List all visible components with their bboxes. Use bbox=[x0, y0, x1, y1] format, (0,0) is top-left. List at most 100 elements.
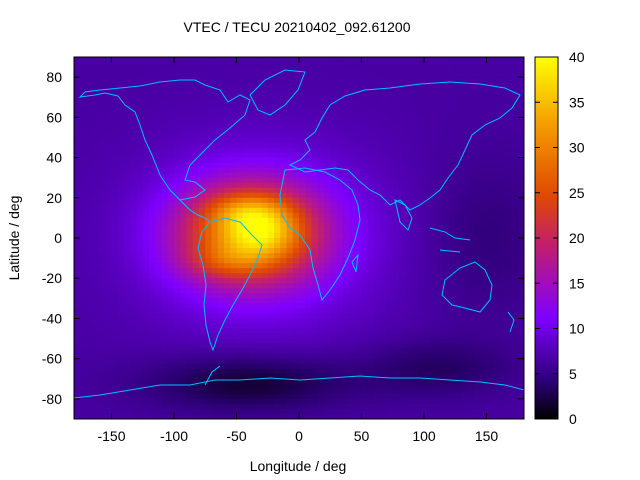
heatmap-cell bbox=[111, 137, 119, 144]
heatmap-cell bbox=[405, 92, 413, 98]
heatmap-cell bbox=[142, 147, 150, 154]
heatmap-cell bbox=[449, 137, 456, 144]
heatmap-cell bbox=[442, 82, 450, 88]
heatmap-cell bbox=[267, 192, 275, 199]
heatmap-cell bbox=[480, 227, 488, 234]
heatmap-cell bbox=[511, 222, 519, 229]
heatmap-cell bbox=[499, 313, 506, 320]
heatmap-cell bbox=[455, 82, 463, 88]
heatmap-cell bbox=[430, 363, 438, 370]
heatmap-cell bbox=[367, 348, 375, 355]
heatmap-cell bbox=[305, 197, 313, 204]
heatmap-cell bbox=[324, 82, 331, 88]
heatmap-cell bbox=[224, 212, 231, 219]
heatmap-cell bbox=[474, 338, 481, 345]
heatmap-cell bbox=[174, 97, 181, 103]
heatmap-cell bbox=[517, 373, 524, 380]
heatmap-cell bbox=[242, 217, 250, 224]
heatmap-cell bbox=[342, 273, 350, 279]
heatmap-cell bbox=[180, 187, 188, 194]
heatmap-cell bbox=[130, 92, 138, 98]
heatmap-cell bbox=[117, 243, 125, 249]
heatmap-cell bbox=[105, 187, 113, 194]
heatmap-cell bbox=[399, 358, 406, 365]
heatmap-cell bbox=[255, 182, 263, 189]
heatmap-cell bbox=[499, 217, 506, 224]
heatmap-cell bbox=[242, 167, 250, 174]
heatmap-cell bbox=[74, 202, 81, 209]
heatmap-cell bbox=[517, 328, 524, 335]
heatmap-cell bbox=[417, 147, 425, 154]
heatmap-cell bbox=[442, 243, 450, 249]
heatmap-cell bbox=[224, 368, 231, 375]
heatmap-cell bbox=[211, 248, 219, 254]
heatmap-cell bbox=[311, 172, 319, 179]
heatmap-cell bbox=[280, 232, 288, 239]
heatmap-cell bbox=[80, 227, 88, 234]
heatmap-cell bbox=[99, 72, 106, 78]
heatmap-cell bbox=[186, 398, 194, 405]
heatmap-cell bbox=[199, 383, 206, 390]
heatmap-cell bbox=[492, 122, 500, 128]
heatmap-cell bbox=[199, 232, 206, 239]
heatmap-cell bbox=[449, 373, 456, 380]
heatmap-cell bbox=[105, 398, 113, 405]
heatmap-cell bbox=[392, 243, 400, 249]
heatmap-cell bbox=[486, 182, 494, 189]
heatmap-cell bbox=[399, 268, 406, 274]
heatmap-cell bbox=[336, 132, 344, 139]
heatmap-cell bbox=[74, 293, 81, 299]
heatmap-cell bbox=[111, 268, 119, 274]
heatmap-cell bbox=[399, 132, 406, 139]
heatmap-cell bbox=[349, 127, 356, 134]
heatmap-cell bbox=[499, 57, 506, 63]
heatmap-cell bbox=[161, 338, 169, 345]
heatmap-cell bbox=[361, 122, 369, 128]
heatmap-cell bbox=[161, 258, 169, 264]
heatmap-cell bbox=[261, 157, 269, 164]
heatmap-cell bbox=[174, 333, 181, 340]
heatmap-cell bbox=[111, 298, 119, 304]
heatmap-cell bbox=[336, 77, 344, 83]
heatmap-cell bbox=[180, 403, 188, 410]
heatmap-cell bbox=[505, 127, 513, 134]
heatmap-cell bbox=[274, 348, 281, 355]
heatmap-cell bbox=[186, 122, 194, 128]
heatmap-cell bbox=[499, 248, 506, 254]
heatmap-cell bbox=[286, 147, 294, 154]
heatmap-cell bbox=[486, 117, 494, 123]
heatmap-cell bbox=[217, 167, 225, 174]
heatmap-cell bbox=[217, 388, 225, 395]
heatmap-cell bbox=[411, 77, 419, 83]
heatmap-cell bbox=[224, 253, 231, 259]
heatmap-cell bbox=[499, 263, 506, 269]
heatmap-cell bbox=[192, 283, 200, 289]
heatmap-cell bbox=[299, 378, 306, 385]
heatmap-cell bbox=[230, 192, 238, 199]
heatmap-cell bbox=[355, 227, 363, 234]
heatmap-cell bbox=[380, 102, 388, 108]
heatmap-cell bbox=[236, 107, 244, 113]
heatmap-cell bbox=[136, 263, 144, 269]
heatmap-cell bbox=[330, 388, 338, 395]
heatmap-cell bbox=[130, 97, 138, 103]
heatmap-cell bbox=[230, 308, 238, 315]
heatmap-cell bbox=[199, 217, 206, 224]
heatmap-cell bbox=[280, 318, 288, 325]
heatmap-cell bbox=[180, 363, 188, 370]
heatmap-cell bbox=[430, 182, 438, 189]
heatmap-cell bbox=[361, 348, 369, 355]
heatmap-cell bbox=[224, 243, 231, 249]
heatmap-cell bbox=[124, 328, 131, 335]
heatmap-cell bbox=[192, 157, 200, 164]
heatmap-cell bbox=[274, 67, 281, 73]
heatmap-cell bbox=[280, 82, 288, 88]
heatmap-cell bbox=[142, 122, 150, 128]
heatmap-cell bbox=[86, 177, 94, 184]
heatmap-cell bbox=[386, 117, 394, 123]
heatmap-cell bbox=[417, 127, 425, 134]
heatmap-cell bbox=[455, 137, 463, 144]
heatmap-cell bbox=[361, 92, 369, 98]
heatmap-cell bbox=[336, 207, 344, 214]
heatmap-cell bbox=[274, 202, 281, 209]
